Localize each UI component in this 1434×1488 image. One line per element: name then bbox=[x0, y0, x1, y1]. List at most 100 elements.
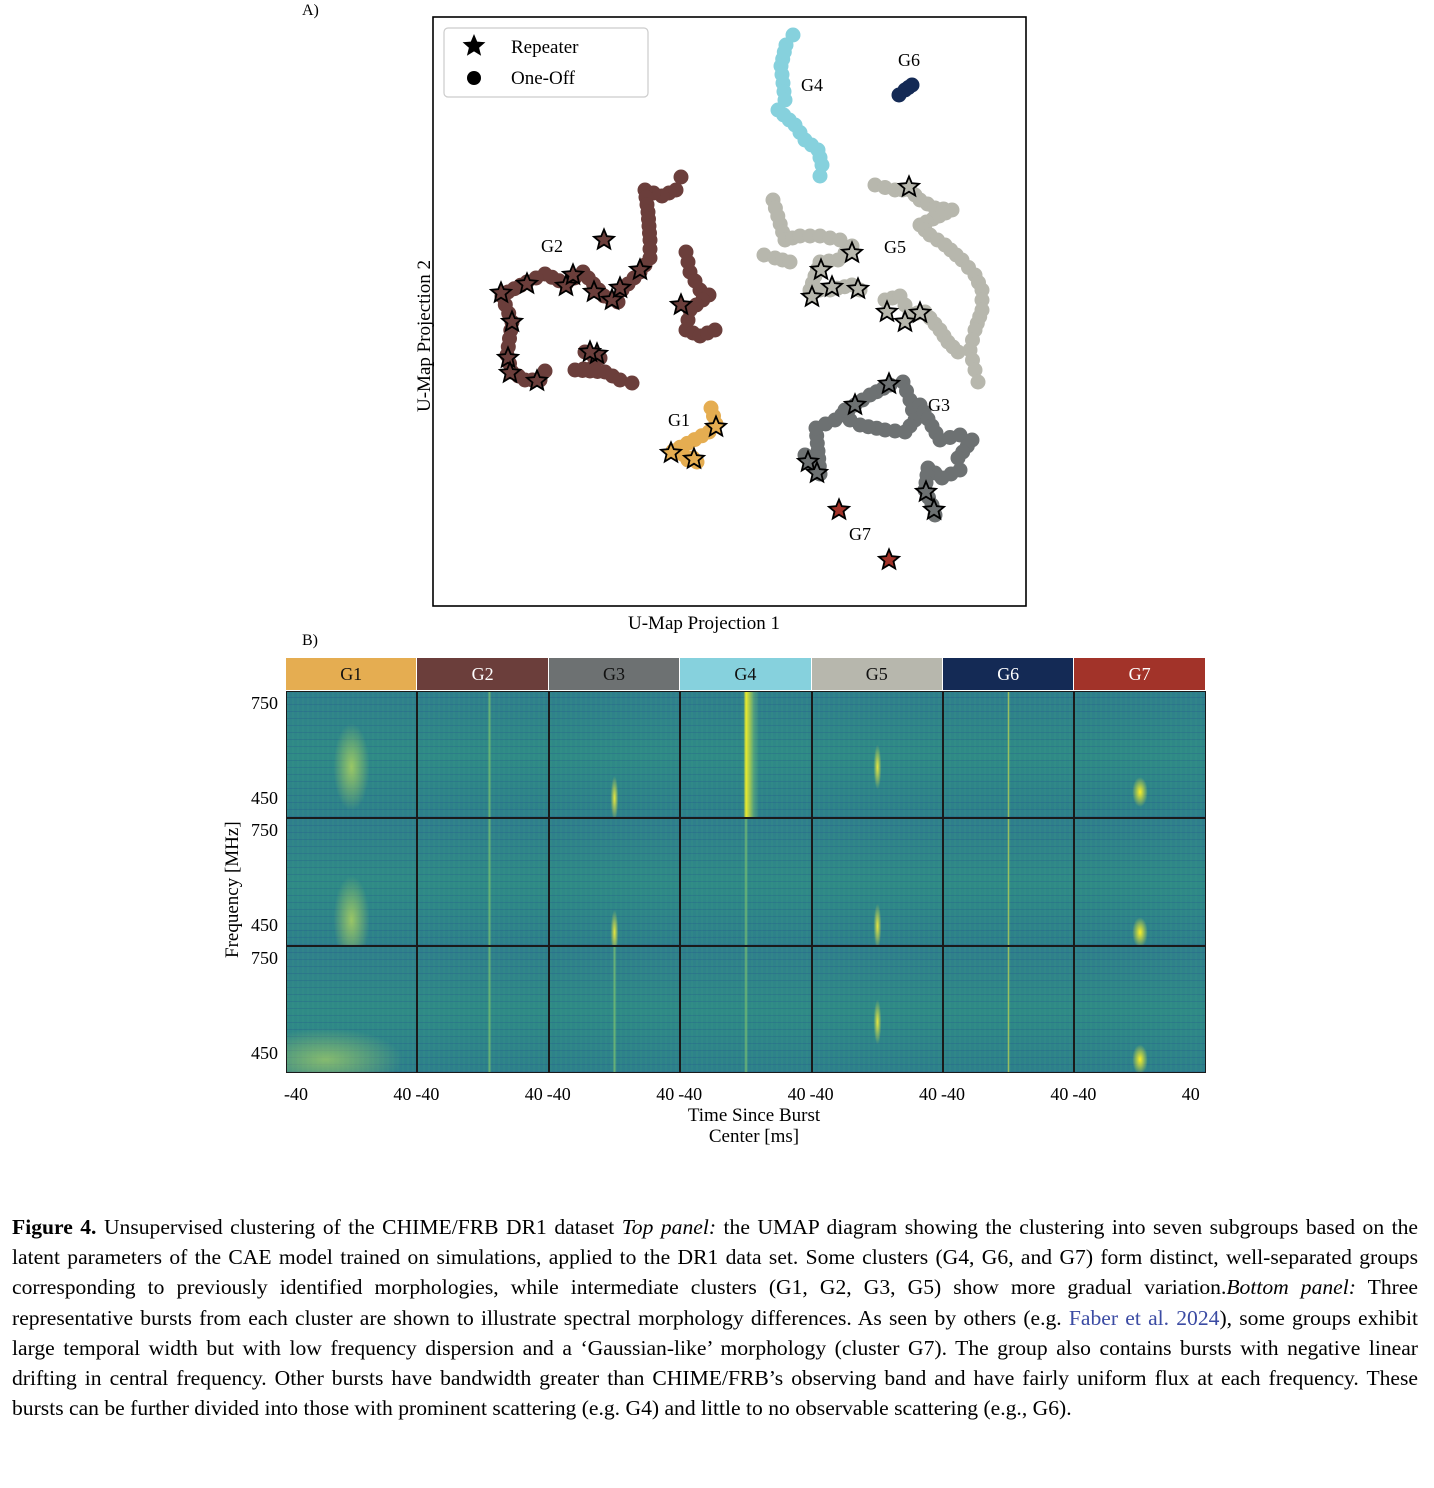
repeater-point-g2 bbox=[599, 287, 625, 311]
repeater-point-g2 bbox=[607, 275, 633, 299]
repeater-point-g2 bbox=[577, 339, 603, 363]
frequency-tick-label: 450 bbox=[251, 788, 278, 808]
repeater-point-g3 bbox=[795, 449, 821, 473]
time-tick-label: -40 bbox=[678, 1084, 703, 1104]
repeater-point-g3 bbox=[913, 479, 939, 503]
repeater-point-g5 bbox=[808, 257, 834, 281]
waterfall-cell-g7 bbox=[1074, 818, 1206, 946]
group-label-g5: G5 bbox=[884, 237, 906, 257]
frequency-tick-label: 750 bbox=[251, 693, 278, 713]
waterfall-cell-g4 bbox=[680, 818, 812, 946]
repeater-point-g3 bbox=[842, 392, 868, 416]
repeater-point-g2 bbox=[668, 292, 694, 316]
repeater-point-g5 bbox=[799, 284, 825, 308]
waterfall-cell-g1 bbox=[286, 945, 418, 1073]
time-tick-label: -40 bbox=[546, 1084, 571, 1104]
time-tick-label: 40 bbox=[524, 1084, 543, 1104]
group-label-g2: G2 bbox=[541, 236, 563, 256]
caption-text-1: Unsupervised clustering of the CHIME/FRB… bbox=[96, 1215, 622, 1239]
oneoff-point-g2 bbox=[537, 363, 553, 379]
time-xlabel-line1: Time Since Burst bbox=[687, 1105, 821, 1126]
time-tick-label: 40 bbox=[393, 1084, 412, 1104]
oneoff-point-g2 bbox=[673, 169, 689, 185]
waterfall-cell-g1 bbox=[286, 691, 418, 819]
repeater-point-g5 bbox=[874, 299, 900, 323]
oneoff-point-g3 bbox=[950, 450, 966, 466]
strip-label-g7: G7 bbox=[1074, 658, 1205, 690]
group-label-g7: G7 bbox=[849, 524, 871, 544]
repeater-point-g2 bbox=[499, 309, 525, 333]
repeater-point-g5 bbox=[845, 276, 871, 300]
repeater-point-g5 bbox=[819, 274, 845, 298]
group-label-g6: G6 bbox=[898, 50, 920, 70]
oneoff-point-g5 bbox=[970, 374, 986, 390]
oneoff-point-g4 bbox=[812, 168, 828, 184]
waterfall-cell-g2 bbox=[417, 691, 549, 819]
scatter-points bbox=[488, 27, 990, 571]
time-tick-label: -40 bbox=[1072, 1084, 1097, 1104]
frequency-tick-label: 750 bbox=[251, 947, 278, 968]
repeater-point-g2 bbox=[627, 257, 653, 281]
time-xlabel-line2: Center [ms] bbox=[708, 1126, 800, 1147]
panel-a-letter: A) bbox=[302, 2, 319, 19]
repeater-point-g2 bbox=[488, 280, 514, 304]
time-tick-label: -40 bbox=[415, 1084, 440, 1104]
waterfall-cell-g3 bbox=[548, 691, 681, 819]
strip-label-g5: G5 bbox=[811, 658, 942, 690]
caption-top-panel: Top panel: bbox=[621, 1215, 717, 1239]
waterfall-cell-g7 bbox=[1074, 691, 1206, 819]
waterfall-cell-g3 bbox=[548, 945, 681, 1073]
time-tick-label: -40 bbox=[941, 1084, 965, 1104]
repeater-point-g5 bbox=[839, 240, 865, 264]
panel-b-letter: B) bbox=[302, 632, 318, 649]
oneoff-point-g3 bbox=[952, 427, 968, 443]
strip-label-g3: G3 bbox=[548, 658, 680, 690]
oneoff-point-g5 bbox=[782, 254, 798, 270]
umap-scatter-plot: Repeater One-Off G1 G2 G3 G4 G5 G6 G7 bbox=[432, 16, 1027, 607]
time-tick-label: 40 bbox=[787, 1084, 806, 1104]
time-tick-label: 40 bbox=[919, 1084, 937, 1104]
time-tick-label: 40 bbox=[1050, 1084, 1069, 1104]
legend-star-marker bbox=[462, 34, 486, 56]
waterfall-cell-g5 bbox=[811, 818, 943, 946]
caption-text-4: ), some groups exhibit large temporal wi… bbox=[12, 1305, 1418, 1421]
waterfall-cell-g6 bbox=[943, 818, 1075, 946]
waterfall-cell-g6 bbox=[943, 945, 1075, 1073]
group-label-g3: G3 bbox=[928, 395, 950, 415]
repeater-point-g3 bbox=[921, 497, 947, 521]
repeater-point-g1 bbox=[658, 440, 684, 464]
umap-xlabel: U-Map Projection 1 bbox=[628, 613, 780, 634]
group-label-g1: G1 bbox=[668, 410, 690, 430]
waterfall-cell-g4 bbox=[680, 691, 812, 819]
repeater-point-g3 bbox=[876, 371, 902, 395]
citation-link[interactable]: Faber et al. 2024 bbox=[1068, 1305, 1220, 1330]
time-tick-label: -40 bbox=[809, 1084, 834, 1104]
frequency-tick-label: 450 bbox=[251, 1042, 278, 1063]
caption-text-2: the UMAP diagram showing the clustering … bbox=[12, 1215, 1419, 1300]
waterfall-cell-g2 bbox=[417, 818, 549, 946]
repeater-point-g2 bbox=[495, 345, 521, 369]
strip-label-g6: G6 bbox=[943, 658, 1074, 690]
repeater-point-g2 bbox=[591, 227, 617, 251]
frequency-tick-label: 450 bbox=[251, 915, 278, 936]
oneoff-point-g5 bbox=[832, 232, 848, 248]
waterfall-cell-g5 bbox=[811, 691, 943, 819]
legend-repeater-label: Repeater bbox=[511, 37, 579, 58]
legend-oneoff-label: One-Off bbox=[511, 68, 576, 89]
waterfall-cell-g6 bbox=[943, 691, 1075, 819]
time-xlabel: Time Since Burst Center [ms] bbox=[654, 1105, 854, 1147]
waterfall-cell-g7 bbox=[1074, 945, 1206, 1073]
waterfall-cell-g4 bbox=[680, 945, 812, 1073]
legend-box bbox=[443, 27, 649, 98]
time-tick-label: 40 bbox=[1181, 1084, 1200, 1104]
oneoff-point-g2 bbox=[707, 322, 723, 338]
waterfall-cell-g5 bbox=[811, 945, 943, 1073]
time-tick-label: 40 bbox=[656, 1084, 675, 1104]
frequency-ylabel: Frequency [MHz] bbox=[222, 821, 243, 958]
figure-caption: Figure 4. Unsupervised clustering of the… bbox=[12, 1212, 1418, 1423]
waterfall-cell-g2 bbox=[417, 945, 549, 1073]
frequency-tick-label: 750 bbox=[251, 820, 278, 841]
caption-lead: Figure 4. bbox=[12, 1215, 97, 1239]
oneoff-point-g5 bbox=[967, 362, 983, 378]
oneoff-point-g2 bbox=[612, 372, 628, 388]
